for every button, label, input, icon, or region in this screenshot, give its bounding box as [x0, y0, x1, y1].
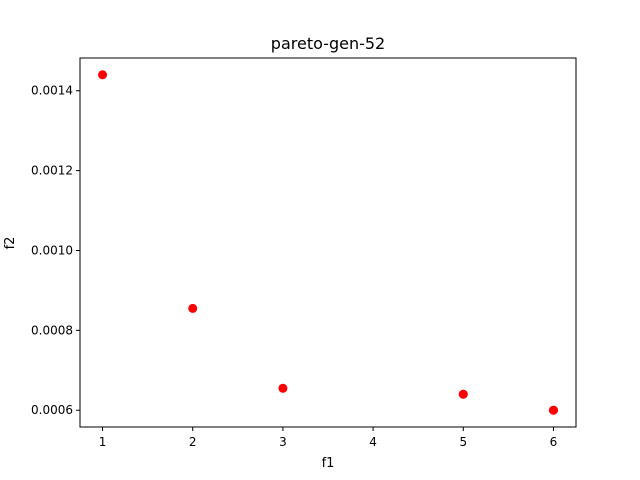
y-axis-ticks: 0.0006 0.0008 0.0010 0.0012 0.0014 — [31, 84, 80, 417]
scatter-point — [188, 303, 198, 313]
x-axis-label: f1 — [322, 456, 335, 471]
x-tick-label: 1 — [99, 435, 107, 449]
y-tick-label: 0.0008 — [31, 323, 73, 337]
scatter-point — [458, 389, 468, 399]
scatter-point — [548, 405, 558, 415]
x-tick-label: 2 — [189, 435, 197, 449]
y-axis-label: f2 — [3, 237, 18, 250]
y-tick-label: 0.0006 — [31, 403, 73, 417]
plot-area-frame — [79, 57, 577, 428]
data-points — [98, 70, 558, 415]
x-tick-label: 6 — [550, 435, 558, 449]
chart-title: pareto-gen-52 — [271, 34, 385, 53]
x-tick-label: 3 — [279, 435, 287, 449]
scatter-point — [278, 383, 288, 393]
y-tick-label: 0.0012 — [31, 164, 73, 178]
x-tick-label: 4 — [369, 435, 377, 449]
y-tick-label: 0.0010 — [31, 243, 73, 257]
scatter-point — [98, 70, 108, 80]
y-tick-label: 0.0014 — [31, 84, 73, 98]
x-axis-ticks: 1 2 3 4 5 6 — [99, 427, 558, 449]
x-tick-label: 5 — [459, 435, 467, 449]
